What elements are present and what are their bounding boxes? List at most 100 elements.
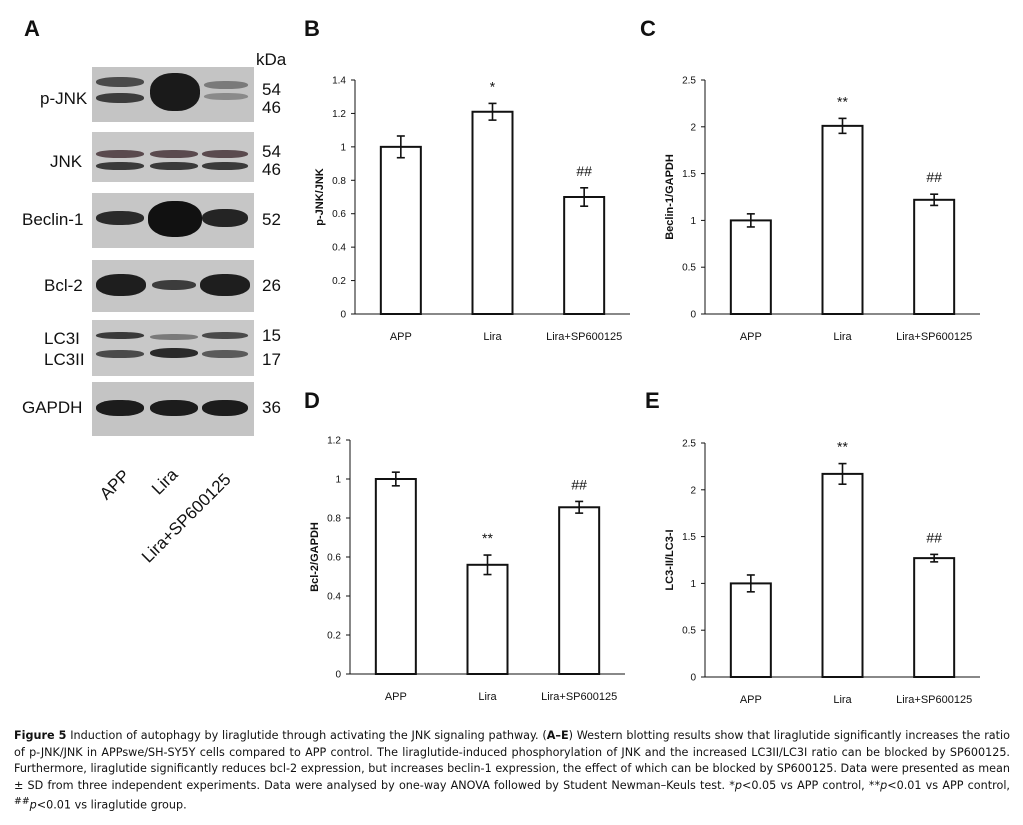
significance-label: ## <box>571 476 587 492</box>
bar <box>466 563 509 675</box>
panel-letter-d: D <box>304 388 320 413</box>
caption-body: <0.01 vs APP control, <box>887 778 1010 792</box>
caption-title: Induction of autophagy by liraglutide th… <box>66 729 547 742</box>
y-tick-label: 0.5 <box>682 263 696 274</box>
bar-chart-beclin-1-gapdh: 0 0.5 1 1.5 2 2.5 Beclin-1/GAPDH APP ** Lira ## Lir… <box>664 76 980 343</box>
bar <box>821 472 864 678</box>
x-tick-label: Lira+SP600125 <box>541 691 617 703</box>
y-tick-label: 0 <box>335 670 341 681</box>
y-tick-label: 1 <box>335 475 341 486</box>
y-tick-label: 0.5 <box>682 626 696 637</box>
kda-marker: 54 <box>262 80 281 99</box>
kda-marker: 46 <box>262 160 281 179</box>
blot-strip-gapdh <box>92 382 254 436</box>
y-tick-label: 0 <box>690 310 696 321</box>
y-tick-label: 2 <box>690 122 696 133</box>
panel-letter-a: A <box>24 16 40 41</box>
caption-body: ) Western blotting results show that lir… <box>14 729 1011 792</box>
panel-letter-b: B <box>304 16 320 41</box>
caption-figure-label: Figure 5 <box>14 729 67 742</box>
blot-band <box>150 334 198 340</box>
blot-band <box>150 73 200 111</box>
y-tick-label: 0 <box>340 310 346 321</box>
y-tick-label: 1.2 <box>332 109 346 120</box>
blot-label-gapdh: GAPDH <box>22 398 83 417</box>
blot-strip-lc3 <box>92 320 254 376</box>
kda-marker: 15 <box>262 326 281 345</box>
blot-label-p-jnk: p-JNK <box>40 89 88 108</box>
significance-label: ** <box>482 530 493 546</box>
y-tick-label: 2.5 <box>682 439 696 450</box>
caption-p: p <box>880 778 888 792</box>
blot-band <box>202 209 248 227</box>
blot-band <box>96 162 144 170</box>
blot-label-bcl-2: Bcl-2 <box>44 276 83 295</box>
blot-band <box>96 400 144 416</box>
y-tick-label: 1 <box>690 579 696 590</box>
caption-panels: A–E <box>546 729 569 742</box>
x-tick-label: APP <box>740 331 762 343</box>
significance-label: ** <box>837 93 848 109</box>
x-tick-label: Lira <box>833 331 852 343</box>
y-tick-label: 1.5 <box>682 532 696 543</box>
y-tick-label: 1.5 <box>682 169 696 180</box>
y-axis-label: Beclin-1/GAPDH <box>664 154 676 240</box>
blot-band <box>202 400 248 416</box>
bar <box>729 219 772 315</box>
kda-marker: 52 <box>262 210 281 229</box>
y-tick-label: 0.2 <box>332 276 346 287</box>
blot-band <box>200 274 250 296</box>
bar <box>558 506 601 676</box>
blot-band <box>96 350 144 358</box>
blot-band <box>150 400 198 416</box>
blot-strip-beclin-1 <box>92 193 254 248</box>
y-tick-label: 0 <box>690 673 696 684</box>
lane-label-app: APP <box>96 465 134 504</box>
significance-label: * <box>490 78 496 94</box>
bar <box>379 145 422 315</box>
y-tick-label: 2.5 <box>682 76 696 87</box>
bar-chart-lc3-ii-lc3-i: 0 0.5 1 1.5 2 2.5 LC3-II/LC3-I APP ** Lira ## Lira+… <box>664 439 980 706</box>
y-tick-label: 0.2 <box>327 631 341 642</box>
bar <box>374 478 417 675</box>
y-axis-label: p-JNK/JNK <box>314 168 326 226</box>
caption-hash: ## <box>14 796 30 807</box>
blot-strip-p-jnk <box>92 67 254 122</box>
blot-band <box>150 348 198 358</box>
significance-label: ## <box>926 529 942 545</box>
lane-label-lira: Lira <box>148 464 182 499</box>
bar-chart-bcl-2-gapdh: 0 0.2 0.4 0.6 0.8 1 1.2 Bcl-2/GAPDH APP ** Lira ## L… <box>309 436 625 703</box>
y-tick-label: 1 <box>690 216 696 227</box>
bar <box>821 124 864 315</box>
bar <box>913 198 956 315</box>
blot-band <box>202 150 248 158</box>
panel-letter-c: C <box>640 16 656 41</box>
bar <box>729 582 772 678</box>
kda-marker: 54 <box>262 142 281 161</box>
kda-marker: 17 <box>262 350 281 369</box>
blot-band <box>96 332 144 339</box>
kda-marker: 46 <box>262 98 281 117</box>
x-tick-label: Lira+SP600125 <box>896 331 972 343</box>
blot-band <box>148 201 202 237</box>
blot-strip-bcl-2 <box>92 260 254 312</box>
bar <box>913 557 956 678</box>
kda-header: kDa <box>256 50 287 69</box>
caption-body: <0.05 vs APP control, ** <box>741 778 881 792</box>
blot-band <box>202 350 248 358</box>
blot-band <box>96 274 146 296</box>
caption-p: p <box>29 798 37 812</box>
kda-marker: 26 <box>262 276 281 295</box>
x-tick-label: APP <box>390 331 412 343</box>
blot-band <box>96 211 144 225</box>
bar <box>563 196 606 315</box>
caption-p: p <box>734 778 742 792</box>
blot-band <box>96 150 144 158</box>
x-tick-label: APP <box>385 691 407 703</box>
blot-band <box>204 93 248 100</box>
x-tick-label: Lira <box>833 694 852 706</box>
y-tick-label: 2 <box>690 485 696 496</box>
blot-band <box>96 93 144 103</box>
y-tick-label: 1 <box>340 142 346 153</box>
blot-label-jnk: JNK <box>50 152 83 171</box>
